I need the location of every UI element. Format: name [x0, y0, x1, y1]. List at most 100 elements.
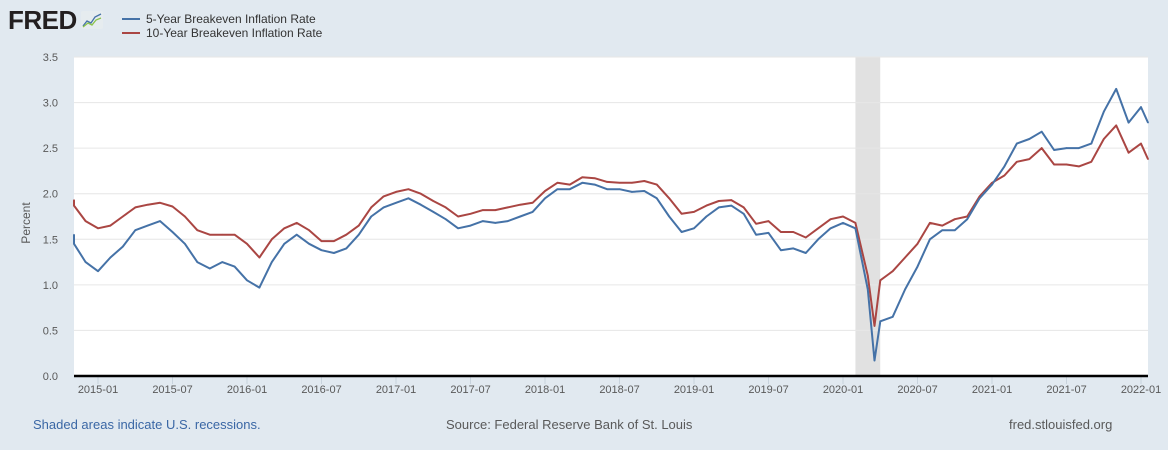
point-10yr: [916, 243, 919, 245]
point-10yr: [233, 233, 236, 236]
point-5yr: [1078, 147, 1080, 149]
point-5yr: [134, 229, 137, 231]
point-5yr: [482, 220, 484, 222]
point-5yr: [544, 197, 546, 200]
point-10yr: [873, 325, 876, 327]
point-5yr: [805, 252, 807, 254]
point-10yr: [606, 181, 608, 183]
point-5yr: [954, 229, 956, 231]
point-10yr: [705, 204, 708, 207]
point-5yr: [1028, 138, 1031, 140]
legend-swatch-10yr: [122, 32, 140, 34]
point-5yr: [320, 249, 323, 251]
point-10yr: [978, 195, 981, 198]
x-tick-label: 2019-07: [748, 384, 788, 396]
point-5yr: [171, 231, 174, 233]
x-tick-label: 2016-07: [301, 384, 341, 396]
y-tick-label: 3.5: [43, 52, 58, 64]
point-10yr: [879, 279, 882, 282]
point-10yr: [482, 209, 484, 211]
source-note: Source: Federal Reserve Bank of St. Loui…: [446, 417, 693, 432]
point-10yr: [122, 215, 124, 218]
x-tick-label: 2017-07: [450, 384, 490, 396]
point-10yr: [780, 231, 782, 233]
point-10yr: [656, 183, 658, 186]
point-10yr: [84, 220, 87, 222]
point-5yr: [817, 238, 819, 241]
x-tick-label: 2015-01: [78, 384, 118, 396]
legend-item-10yr[interactable]: 10-Year Breakeven Inflation Rate: [122, 26, 322, 40]
point-10yr: [1127, 151, 1130, 154]
point-10yr: [184, 215, 186, 218]
point-5yr: [333, 252, 335, 254]
point-5yr: [271, 261, 273, 263]
legend-swatch-5yr: [122, 18, 140, 20]
point-5yr: [407, 197, 410, 200]
x-tick-label: 2018-01: [525, 384, 565, 396]
point-5yr: [1090, 142, 1093, 145]
fred-logo[interactable]: FRED: [8, 6, 103, 34]
point-10yr: [407, 188, 410, 190]
point-10yr: [1016, 161, 1018, 163]
point-10yr: [370, 206, 373, 209]
point-10yr: [954, 218, 956, 220]
point-5yr: [1053, 149, 1055, 151]
point-5yr: [556, 188, 559, 190]
series-line-10yr: [73, 124, 1149, 327]
point-5yr: [233, 265, 236, 268]
point-10yr: [146, 203, 149, 206]
point-5yr: [1115, 88, 1117, 90]
point-10yr: [1090, 161, 1093, 163]
point-5yr: [606, 188, 608, 190]
line-chart-icon: [80, 11, 103, 29]
point-5yr: [395, 202, 397, 204]
point-5yr: [867, 288, 869, 291]
point-5yr: [209, 267, 211, 270]
point-5yr: [593, 183, 596, 186]
point-10yr: [1078, 165, 1080, 168]
point-5yr: [457, 227, 459, 230]
point-5yr: [656, 197, 658, 200]
chart: 0.00.51.01.52.02.53.03.5 2015-01 2015-07 2…: [43, 52, 1161, 396]
point-5yr: [295, 233, 298, 236]
point-5yr: [507, 220, 509, 222]
site-link[interactable]: fred.stlouisfed.org: [1009, 417, 1113, 432]
y-tick-label: 3.0: [43, 98, 58, 110]
point-10yr: [295, 222, 298, 224]
point-10yr: [966, 215, 968, 218]
point-10yr: [159, 202, 161, 204]
recession-shading: [855, 57, 881, 376]
point-10yr: [1040, 147, 1043, 149]
point-10yr: [1053, 163, 1055, 166]
point-10yr: [221, 233, 223, 236]
point-5yr: [84, 261, 87, 263]
point-5yr: [494, 222, 497, 224]
point-10yr: [867, 274, 869, 277]
point-5yr: [966, 218, 968, 220]
point-5yr: [519, 215, 521, 218]
legend: 5-Year Breakeven Inflation Rate 10-Year …: [122, 12, 322, 40]
point-5yr: [531, 211, 534, 213]
x-tick-label: 2021-07: [1046, 384, 1086, 396]
point-10yr: [569, 183, 571, 186]
point-5yr: [1127, 121, 1130, 124]
legend-item-5yr[interactable]: 5-Year Breakeven Inflation Rate: [122, 12, 322, 26]
x-tick-label: 2016-01: [227, 384, 267, 396]
point-5yr: [569, 188, 571, 190]
x-tick-label: 2015-07: [152, 384, 192, 396]
point-5yr: [767, 232, 770, 234]
y-tick-label: 1.0: [43, 280, 58, 292]
point-10yr: [109, 224, 112, 227]
point-5yr: [780, 249, 782, 251]
point-5yr: [618, 188, 621, 190]
recession-note[interactable]: Shaded areas indicate U.S. recessions.: [33, 417, 261, 432]
x-tick-label: 2020-07: [897, 384, 937, 396]
point-10yr: [73, 199, 75, 201]
x-tick-label: 2020-01: [823, 384, 863, 396]
y-tick-label: 2.0: [43, 189, 58, 201]
point-10yr: [395, 191, 397, 193]
point-5yr: [345, 247, 348, 250]
y-tick-label: 0.0: [43, 371, 58, 383]
point-10yr: [320, 240, 323, 242]
point-10yr: [209, 233, 211, 236]
